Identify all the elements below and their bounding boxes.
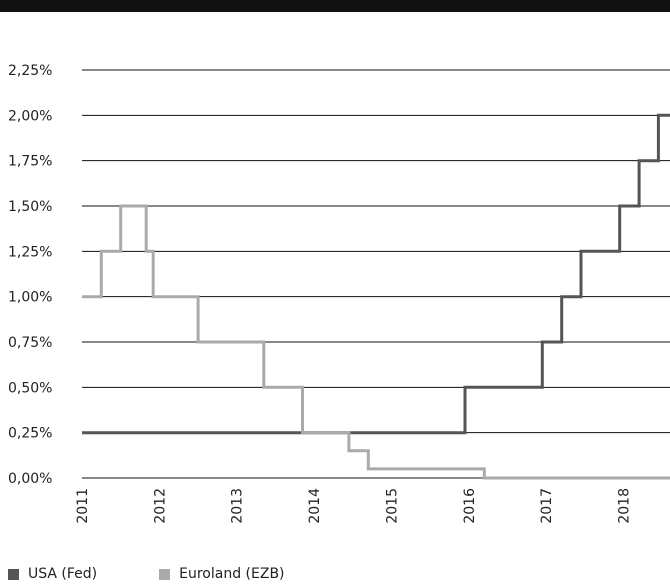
y-axis-ticks: 0,00% 0,25% 0,50% 0,75% 1,00% 1,25% 1,50% 1,75%… <box>8 63 52 487</box>
y-tick-label: 2,25% <box>8 63 52 79</box>
x-tick-label: 2015 <box>384 488 400 524</box>
x-tick-label: 2018 <box>617 488 633 524</box>
legend: USA (Fed) Euroland (EZB) <box>8 566 347 582</box>
x-axis-ticks: 2011 2012 2013 2014 2015 2016 2017 2018 <box>75 488 633 524</box>
y-tick-label: 1,25% <box>8 244 52 260</box>
x-tick-label: 2017 <box>539 488 555 524</box>
legend-label-usa: USA (Fed) <box>28 566 98 582</box>
x-tick-label: 2016 <box>462 488 478 524</box>
series-line-euroland <box>82 204 670 480</box>
legend-swatch-usa <box>8 568 19 580</box>
y-tick-label: 0,50% <box>8 380 52 396</box>
top-bar <box>0 0 670 12</box>
y-tick-label: 1,75% <box>8 154 52 170</box>
series-lines <box>82 113 670 480</box>
y-tick-label: 1,00% <box>8 290 52 306</box>
series-line-usa <box>82 113 670 435</box>
x-tick-label: 2013 <box>230 488 246 524</box>
y-tick-label: 0,25% <box>8 426 52 442</box>
y-tick-label: 1,50% <box>8 199 52 215</box>
x-tick-label: 2012 <box>152 488 168 524</box>
legend-swatch-euroland <box>159 568 171 580</box>
legend-item-usa: USA (Fed) <box>8 566 97 582</box>
y-tick-label: 0,00% <box>8 471 52 487</box>
grid-lines <box>82 69 670 479</box>
x-tick-label: 2014 <box>307 488 323 524</box>
x-tick-label: 2011 <box>75 488 91 524</box>
y-tick-label: 2,00% <box>8 108 52 124</box>
legend-label-euroland: Euroland (EZB) <box>179 566 285 582</box>
y-tick-label: 0,75% <box>8 335 52 351</box>
chart: 0,00% 0,25% 0,50% 0,75% 1,00% 1,25% 1,50% 1,75%… <box>8 63 670 524</box>
legend-item-euroland: Euroland (EZB) <box>159 566 285 582</box>
